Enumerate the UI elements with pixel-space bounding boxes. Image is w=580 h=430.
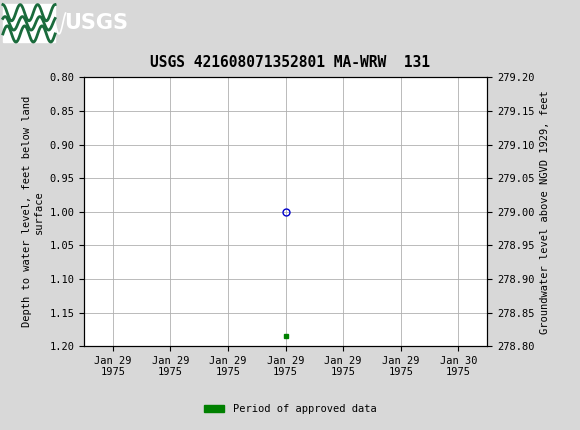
Text: USGS 421608071352801 MA-WRW  131: USGS 421608071352801 MA-WRW 131 [150, 55, 430, 70]
Bar [3, 3, 55, 42]
FancyBboxPatch shape [3, 3, 55, 42]
Y-axis label: Depth to water level, feet below land
surface: Depth to water level, feet below land su… [22, 96, 44, 327]
Legend: Period of approved data: Period of approved data [200, 400, 380, 418]
Text: USGS: USGS [64, 12, 128, 33]
Y-axis label: Groundwater level above NGVD 1929, feet: Groundwater level above NGVD 1929, feet [540, 90, 550, 334]
